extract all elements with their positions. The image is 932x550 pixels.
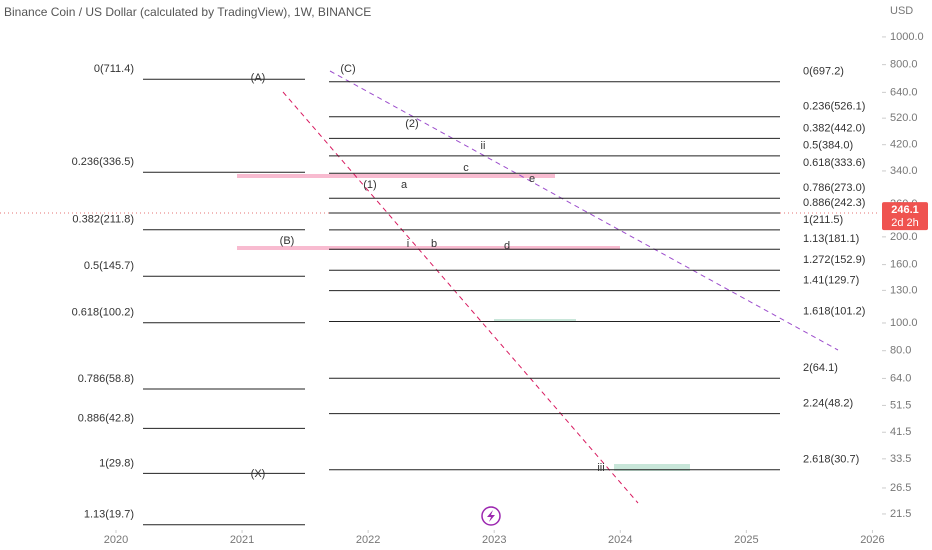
- zone: [494, 319, 576, 322]
- fib-label: 1(29.8): [99, 457, 134, 469]
- trend-line: [329, 70, 839, 351]
- fib-label: 1.272(152.9): [803, 254, 865, 266]
- fib-label: 0.618(100.2): [72, 307, 134, 319]
- y-tick-label: 340.0: [890, 165, 918, 177]
- wave-label: a: [401, 179, 408, 191]
- fib-label: 2.24(48.2): [803, 398, 853, 410]
- fib-label: 2.618(30.7): [803, 454, 859, 466]
- wave-label: c: [463, 162, 469, 174]
- wave-label: (B): [280, 235, 295, 247]
- currency: USD: [890, 5, 913, 17]
- wave-label: ii: [481, 140, 486, 152]
- x-tick-label: 2021: [230, 534, 254, 546]
- fib-label: 0(697.2): [803, 66, 844, 78]
- y-tick-label: 160.0: [890, 258, 918, 270]
- fib-label: 2(64.1): [803, 362, 838, 374]
- fib-label: 0.886(242.3): [803, 197, 865, 209]
- zone: [614, 464, 690, 471]
- wave-label: (2): [405, 118, 418, 130]
- wave-label: e: [529, 173, 535, 185]
- fib-label: 0.5(384.0): [803, 140, 853, 152]
- zone: [237, 174, 555, 178]
- x-tick-label: 2023: [482, 534, 506, 546]
- y-tick-label: 21.5: [890, 508, 911, 520]
- fib-label: 0.382(442.0): [803, 122, 865, 134]
- plot-area: [0, 70, 880, 526]
- wave-label: (A): [251, 72, 266, 84]
- fib-label: 0.5(145.7): [84, 260, 134, 272]
- wave-label: b: [431, 238, 437, 250]
- wave-label: iii: [597, 462, 604, 474]
- x-tick-label: 2022: [356, 534, 380, 546]
- zone: [237, 246, 620, 250]
- trend-line: [282, 91, 639, 504]
- fib-label: 0.236(526.1): [803, 101, 865, 113]
- price-tag-value: 246.1: [891, 204, 919, 216]
- y-tick-label: 640.0: [890, 86, 918, 98]
- y-tick-label: 130.0: [890, 284, 918, 296]
- fib-label: 0.382(211.8): [72, 214, 134, 226]
- fib-label: 1.13(181.1): [803, 233, 859, 245]
- y-tick-label: 100.0: [890, 317, 918, 329]
- y-tick-label: 26.5: [890, 482, 911, 494]
- wave-label: (C): [340, 63, 355, 75]
- fib-label: 1(211.5): [803, 214, 843, 226]
- fib-label: 1.618(101.2): [803, 305, 865, 317]
- x-tick-label: 2024: [608, 534, 632, 546]
- fib-label: 0.786(273.0): [803, 182, 865, 194]
- fib-label: 0.236(336.5): [72, 156, 134, 168]
- y-tick-label: 800.0: [890, 59, 918, 71]
- y-tick-label: 200.0: [890, 231, 918, 243]
- fib-label: 1.41(129.7): [803, 275, 859, 287]
- y-tick-label: 51.5: [890, 399, 911, 411]
- header: Binance Coin / US Dollar (calculated by …: [4, 5, 371, 19]
- y-tick-label: 41.5: [890, 426, 911, 438]
- y-tick-label: 80.0: [890, 345, 911, 357]
- y-tick-label: 420.0: [890, 139, 918, 151]
- wave-label: d: [504, 240, 510, 252]
- wave-label: (X): [251, 468, 266, 480]
- fib-label: 0.786(58.8): [78, 373, 134, 385]
- fib-label: 0.886(42.8): [78, 412, 134, 424]
- x-tick-label: 2020: [104, 534, 128, 546]
- x-tick-label: 2026: [860, 534, 884, 546]
- y-tick-label: 64.0: [890, 372, 911, 384]
- x-tick-label: 2025: [734, 534, 758, 546]
- fib-label: 1.13(19.7): [84, 509, 134, 521]
- fib-label: 0.618(333.6): [803, 157, 865, 169]
- y-tick-label: 33.5: [890, 453, 911, 465]
- lightning: [481, 506, 501, 526]
- wave-label: (1): [363, 179, 376, 191]
- y-tick-label: 520.0: [890, 112, 918, 124]
- wave-label: i: [407, 238, 409, 250]
- price-tag: [882, 202, 928, 231]
- price-tag-countdown: 2d 2h: [891, 217, 919, 229]
- y-tick-label: 1000.0: [890, 31, 924, 43]
- fib-label: 0(711.4): [94, 63, 134, 75]
